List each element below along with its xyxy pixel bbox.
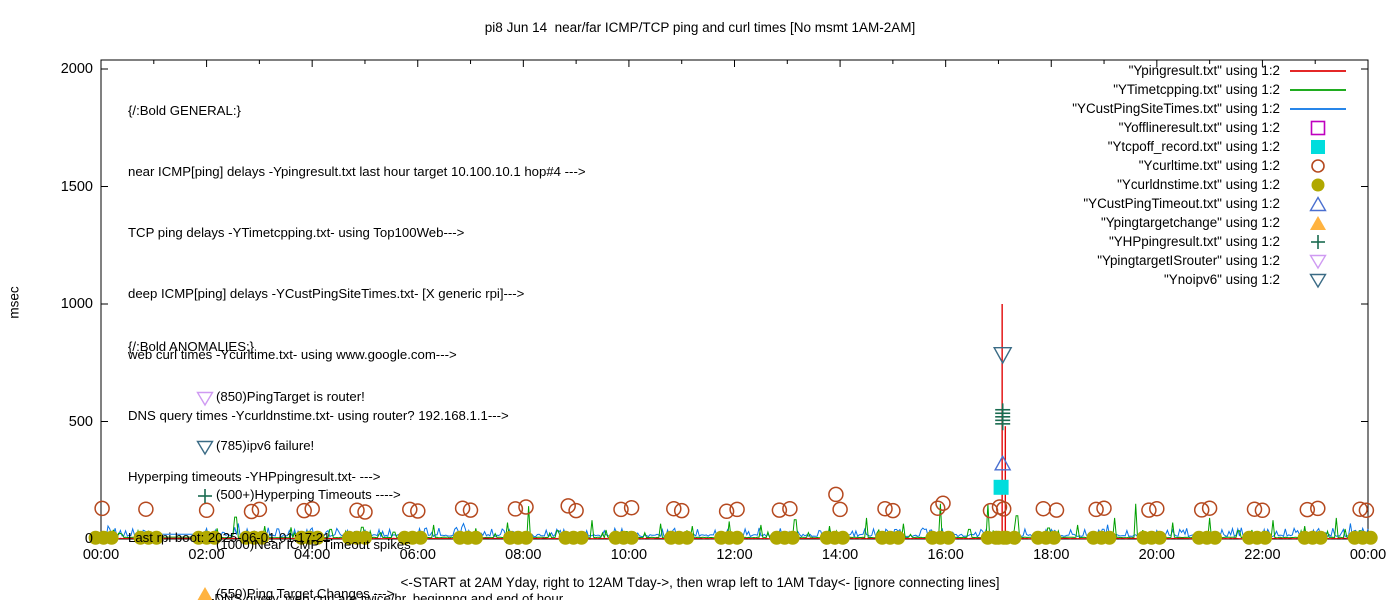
y-tick-label: 0 — [84, 531, 93, 547]
anomaly-row: (550)Ping Target Changes ---> — [196, 584, 411, 600]
legend-item: "Ycurltime.txt" using 1:2 — [860, 157, 1348, 175]
general-line: deep ICMP[ping] delays -YCustPingSiteTim… — [128, 285, 525, 301]
legend-cyan-square-icon — [1288, 138, 1348, 156]
anomaly-row: (785)ipv6 failure! — [196, 436, 411, 456]
y-axis-label: msec — [6, 286, 22, 319]
legend-violet-triangle-down-icon — [1288, 252, 1348, 270]
dns-query-time-points — [88, 530, 1378, 545]
general-line: Last rpi boot: 2025-06-01 01:17:21 — [128, 529, 331, 545]
green-plus-icon — [196, 487, 214, 505]
legend-item: "Ypingtargetchange" using 1:2 — [860, 214, 1348, 232]
y-tick-label: 500 — [68, 413, 93, 430]
anomalies-header: {/:Bold ANOMALIES:} — [128, 339, 255, 354]
legend-filled-triangle-icon — [1288, 214, 1348, 232]
teal-triangle-down-icon — [196, 438, 214, 456]
general-line: -DNS query, web curl are twice/hr, begin… — [210, 590, 564, 600]
y-tick-label: 1500 — [60, 178, 93, 195]
chart-title: pi8 Jun 14 near/far ICMP/TCP ping and cu… — [484, 20, 916, 35]
legend-item: "Yofflineresult.txt" using 1:2 — [860, 119, 1348, 137]
web-curl-time-points — [94, 486, 1375, 520]
legend-item: "YHPpingresult.txt" using 1:2 — [860, 233, 1348, 251]
x-tick-label: 12:00 — [716, 547, 753, 563]
x-tick-label: 00:00 — [82, 547, 120, 563]
x-axis-label: <-START at 2AM Yday, right to 12AM Tday-… — [400, 575, 1000, 590]
legend-olive-circle-icon — [1288, 176, 1348, 194]
anomalies-annotation-block: {/:Bold ANOMALIES:} (850)PingTarget is r… — [128, 307, 411, 600]
general-annotation-block: {/:Bold GENERAL:} near ICMP[ping] delays… — [128, 60, 608, 600]
general-line: web curl times -Ycurltime.txt- using www… — [128, 346, 457, 362]
anomaly-row: (500+)Hyperping Timeouts ----> — [196, 485, 411, 504]
legend-red-line-icon — [1288, 62, 1348, 80]
x-tick-label: 06:00 — [399, 547, 436, 563]
legend-plus-icon — [1288, 233, 1348, 251]
x-tick-label: 18:00 — [1033, 547, 1070, 563]
general-line: DNS query times -Ycurldnstime.txt- using… — [128, 407, 509, 423]
legend-item: "YCustPingTimeout.txt" using 1:2 — [860, 195, 1348, 213]
general-line: TCP ping delays -YTimetcpping.txt- using… — [128, 224, 465, 240]
legend-triangle-up-icon — [1288, 195, 1348, 213]
y-tick-label: 2000 — [60, 61, 93, 77]
legend-green-line-icon — [1288, 81, 1348, 99]
x-tick-label: 08:00 — [505, 547, 542, 563]
anomaly-event-markers — [992, 347, 1013, 495]
legend-item: "YCustPingSiteTimes.txt" using 1:2 — [860, 100, 1348, 118]
general-line: {/:Bold GENERAL:} — [128, 102, 241, 118]
x-tick-label: 04:00 — [294, 547, 331, 563]
legend-open-circle-icon — [1288, 157, 1348, 175]
x-tick-label: 02:00 — [188, 547, 225, 563]
x-tick-label: 16:00 — [927, 547, 964, 563]
legend-blue-line-icon — [1288, 100, 1348, 118]
legend-item: "Ypingresult.txt" using 1:2 — [860, 62, 1348, 80]
x-tick-label: 10:00 — [610, 547, 648, 563]
y-tick-label: 1000 — [60, 296, 93, 312]
legend-item: "Ycurldnstime.txt" using 1:2 — [860, 176, 1348, 194]
anomaly-row: (850)PingTarget is router! — [196, 387, 411, 406]
x-tick-label: 14:00 — [821, 547, 859, 563]
legend-teal-triangle-down-icon — [1288, 271, 1348, 289]
x-tick-label: 20:00 — [1138, 547, 1175, 563]
x-tick-label: 22:00 — [1244, 547, 1281, 563]
anomaly-row: (1000)Near ICMP Timeout spikes — [196, 535, 411, 554]
legend-item: "YTimetcpping.txt" using 1:2 — [860, 81, 1348, 99]
legend-item: "Ytcpoff_record.txt" using 1:2 — [860, 138, 1348, 156]
legend-open-square-icon — [1288, 119, 1348, 137]
general-line: Hyperping timeouts -YHPpingresult.txt- -… — [128, 468, 381, 484]
general-line: near ICMP[ping] delays -Ypingresult.txt … — [128, 163, 586, 179]
legend-item: "YpingtargetISrouter" using 1:2 — [860, 252, 1348, 270]
orange-triangle-up-icon — [196, 585, 214, 600]
violet-triangle-down-icon — [196, 389, 214, 407]
legend-item: "Ynoipv6" using 1:2 — [860, 271, 1348, 289]
x-tick-label: 00:00 — [1349, 547, 1387, 563]
